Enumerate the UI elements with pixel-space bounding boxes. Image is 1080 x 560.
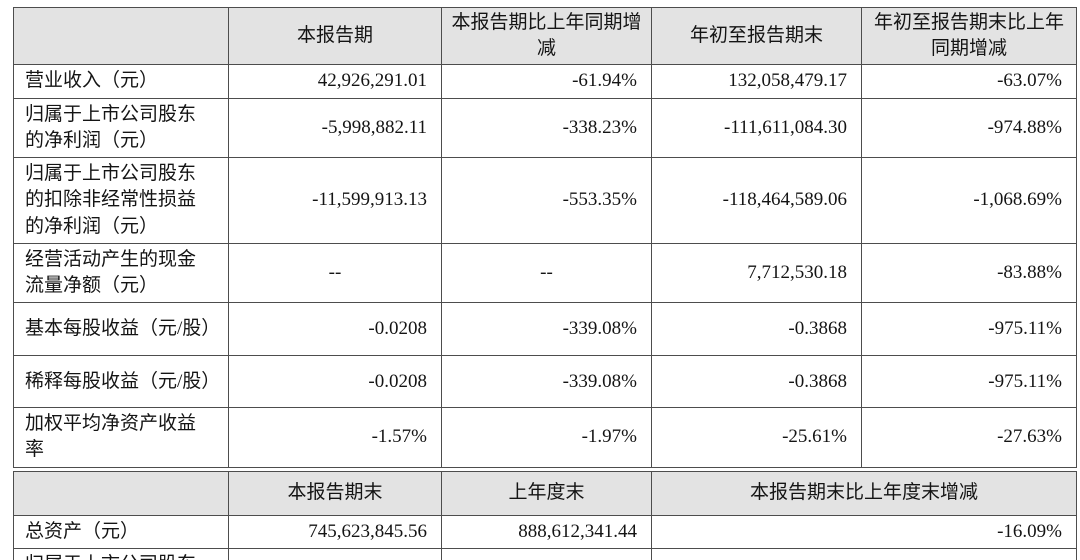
value-ytd-yoy: -975.11%	[861, 355, 1077, 409]
row-label: 基本每股收益（元/股）	[13, 302, 229, 357]
row-label: 稀释每股收益（元/股）	[13, 355, 229, 409]
value-current-period: --	[228, 242, 442, 304]
header-current-period-end: 本报告期末	[228, 470, 442, 516]
value-current-period-yoy: --	[441, 242, 652, 304]
value-current-period-end: 379,920,031.26	[228, 547, 442, 560]
row-net-profit-excl-nonrecurring: 归属于上市公司股东的扣除非经常性损益的净利润（元） -11,599,913.13…	[13, 157, 1077, 244]
value-prior-year-end: 888,612,341.44	[441, 514, 652, 549]
value-prior-year-end: 491,538,931.37	[441, 547, 652, 560]
row-label: 营业收入（元）	[13, 64, 229, 99]
value-current-period: -0.0208	[228, 302, 442, 357]
value-ytd: 7,712,530.18	[651, 242, 862, 304]
value-ytd: -0.3868	[651, 302, 862, 357]
value-current-period: -5,998,882.11	[228, 97, 442, 159]
row-operating-revenue: 营业收入（元） 42,926,291.01 -61.94% 132,058,47…	[13, 64, 1077, 99]
balance-summary-table: 本报告期末 上年度末 本报告期末比上年度末增减 总资产（元） 745,623,8…	[13, 470, 1078, 560]
row-label: 归属于上市公司股东的所有者权益（元）	[13, 547, 229, 560]
value-current-period-yoy: -339.08%	[441, 302, 652, 357]
value-ytd: -25.61%	[651, 407, 862, 468]
value-current-period-end: 745,623,845.56	[228, 514, 442, 549]
row-net-profit-attributable: 归属于上市公司股东的净利润（元） -5,998,882.11 -338.23% …	[13, 97, 1077, 159]
value-change: -16.09%	[650, 514, 1078, 549]
value-current-period: -11,599,913.13	[228, 157, 442, 244]
header-current-period-yoy: 本报告期比上年同期增减	[441, 6, 652, 66]
header-ytd: 年初至报告期末	[651, 6, 862, 66]
row-weighted-avg-roe: 加权平均净资产收益率 -1.57% -1.97% -25.61% -27.63%	[13, 407, 1077, 468]
row-equity-attributable: 归属于上市公司股东的所有者权益（元） 379,920,031.26 491,53…	[13, 547, 1078, 560]
row-total-assets: 总资产（元） 745,623,845.56 888,612,341.44 -16…	[13, 514, 1078, 549]
value-current-period-yoy: -553.35%	[441, 157, 652, 244]
value-current-period: -1.57%	[228, 407, 442, 468]
value-current-period-yoy: -338.23%	[441, 97, 652, 159]
value-ytd: -0.3868	[651, 355, 862, 409]
value-ytd: -111,611,084.30	[651, 97, 862, 159]
header-empty-cell	[13, 6, 229, 66]
main-table-header-row: 本报告期 本报告期比上年同期增减 年初至报告期末 年初至报告期末比上年同期增减	[13, 6, 1077, 66]
balance-table-header-row: 本报告期末 上年度末 本报告期末比上年度末增减	[13, 470, 1078, 516]
row-operating-cash-flow: 经营活动产生的现金流量净额（元） -- -- 7,712,530.18 -83.…	[13, 242, 1077, 304]
value-ytd-yoy: -974.88%	[861, 97, 1077, 159]
value-current-period-yoy: -1.97%	[441, 407, 652, 468]
row-label: 归属于上市公司股东的扣除非经常性损益的净利润（元）	[13, 157, 229, 244]
header-current-period: 本报告期	[228, 6, 442, 66]
row-diluted-eps: 稀释每股收益（元/股） -0.0208 -339.08% -0.3868 -97…	[13, 355, 1077, 409]
value-current-period: -0.0208	[228, 355, 442, 409]
header-prior-year-end: 上年度末	[441, 470, 652, 516]
value-ytd-yoy: -83.88%	[861, 242, 1077, 304]
value-current-period: 42,926,291.01	[228, 64, 442, 99]
row-label: 经营活动产生的现金流量净额（元）	[13, 242, 229, 304]
value-current-period-yoy: -339.08%	[441, 355, 652, 409]
value-change: -22.71%	[650, 547, 1078, 560]
row-basic-eps: 基本每股收益（元/股） -0.0208 -339.08% -0.3868 -97…	[13, 302, 1077, 357]
value-ytd-yoy: -27.63%	[861, 407, 1077, 468]
value-ytd: 132,058,479.17	[651, 64, 862, 99]
value-ytd-yoy: -975.11%	[861, 302, 1077, 357]
header-ytd-yoy: 年初至报告期末比上年同期增减	[861, 6, 1077, 66]
row-label: 加权平均净资产收益率	[13, 407, 229, 468]
header-empty-cell	[13, 470, 229, 516]
row-label: 总资产（元）	[13, 514, 229, 549]
row-label: 归属于上市公司股东的净利润（元）	[13, 97, 229, 159]
value-ytd: -118,464,589.06	[651, 157, 862, 244]
key-indicators-table: 本报告期 本报告期比上年同期增减 年初至报告期末 年初至报告期末比上年同期增减 …	[13, 6, 1077, 468]
value-current-period-yoy: -61.94%	[441, 64, 652, 99]
header-period-end-change: 本报告期末比上年度末增减	[650, 470, 1078, 516]
value-ytd-yoy: -1,068.69%	[861, 157, 1077, 244]
value-ytd-yoy: -63.07%	[861, 64, 1077, 99]
